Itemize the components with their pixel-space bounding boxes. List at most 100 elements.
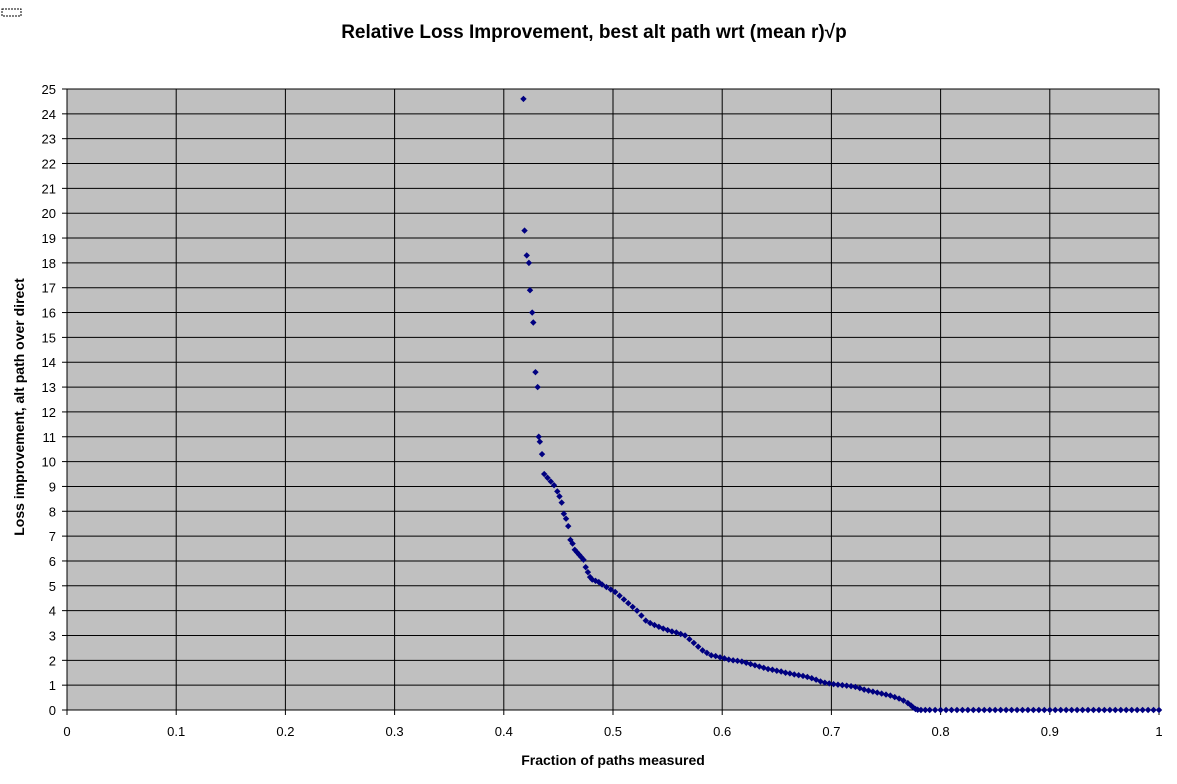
y-tick-label: 24 [42,107,56,122]
data-point [580,556,587,563]
y-tick-label: 8 [49,504,56,519]
y-tick-label: 4 [49,604,56,619]
corner-marker-icon [1,8,22,17]
data-point [926,706,933,714]
data-point [764,665,772,673]
data-point [1068,706,1075,714]
data-point [526,287,534,294]
data-point [694,643,702,650]
data-point [1062,706,1070,714]
y-tick-label: 9 [49,479,56,494]
data-point [1084,706,1092,714]
data-point [681,632,689,639]
data-point [530,319,537,326]
data-point [986,706,993,714]
data-point [544,474,551,481]
data-point [629,603,636,611]
data-point [620,596,628,603]
data-point [808,675,815,682]
data-point [843,682,850,689]
data-markers [520,95,1163,714]
data-point [558,499,565,506]
data-point [664,626,671,634]
data-point [690,639,698,647]
data-point [769,666,776,673]
data-point [547,478,554,485]
data-point [560,510,568,517]
data-point [1019,706,1026,714]
data-point [668,628,676,635]
data-point [937,706,944,714]
data-point [791,671,798,678]
x-tick-label: 0.5 [604,724,622,739]
data-point [860,686,868,693]
x-axis-title: Fraction of paths measured [521,752,705,768]
y-tick-label: 0 [49,703,56,718]
data-point [992,706,999,714]
y-tick-label: 13 [42,380,56,395]
data-point [520,95,527,103]
data-point [891,693,898,701]
data-point [834,681,842,688]
data-point [964,706,972,714]
data-point [638,612,645,619]
y-axis-title: Loss improvement, alt path over direct [11,278,27,536]
data-point [782,669,789,676]
x-tick-label: 0.4 [495,724,513,739]
x-tick-label: 0 [63,724,70,739]
y-tick-label: 21 [42,181,56,196]
chart-title: Relative Loss Improvement, best alt path… [341,22,847,43]
y-tick-label: 6 [49,554,56,569]
data-point [900,697,907,704]
data-point [1090,706,1097,714]
x-tick-label: 0.7 [822,724,840,739]
data-point [1041,706,1048,714]
y-tick-label: 17 [42,281,56,296]
data-point [712,652,719,660]
y-tick-label: 20 [42,206,56,221]
data-point [922,706,929,714]
data-point [821,679,829,686]
data-point [616,592,623,599]
data-point [582,563,589,571]
y-tick-label: 15 [42,330,56,345]
data-point [777,668,785,675]
y-tick-label: 22 [42,157,56,172]
data-point [747,660,754,668]
data-point [569,540,576,547]
data-point [1002,706,1010,714]
data-point [595,578,603,586]
data-point [525,259,533,267]
data-point [799,672,807,680]
data-point [1030,706,1037,714]
x-tick-labels: 0 0.1 0.2 0.3 0.4 0.5 0.6 0.7 0.8 0.9 1 [63,724,1162,739]
data-point [521,227,528,234]
data-point [1013,706,1021,714]
data-point [1046,706,1053,714]
data-point [1101,706,1108,714]
data-point [1052,706,1059,714]
data-point [725,656,732,663]
data-point [603,583,610,591]
data-point [874,689,881,696]
data-point [1008,706,1015,714]
x-tick-label: 0.6 [713,724,731,739]
x-tick-label: 0.9 [1041,724,1059,739]
data-point [997,706,1004,714]
y-tick-label: 7 [49,529,56,544]
data-point [541,470,548,478]
data-point [869,688,877,695]
data-point [1079,706,1086,714]
y-tick-label: 23 [42,132,56,147]
data-point [536,438,544,445]
data-point [729,657,737,664]
data-point [716,654,724,661]
y-tick-label: 19 [42,231,56,246]
data-point [660,625,667,632]
gridlines [62,88,1160,715]
data-point [651,621,658,629]
data-point [1139,706,1146,714]
data-point [959,706,966,714]
data-point [686,636,693,643]
data-point [598,581,606,588]
